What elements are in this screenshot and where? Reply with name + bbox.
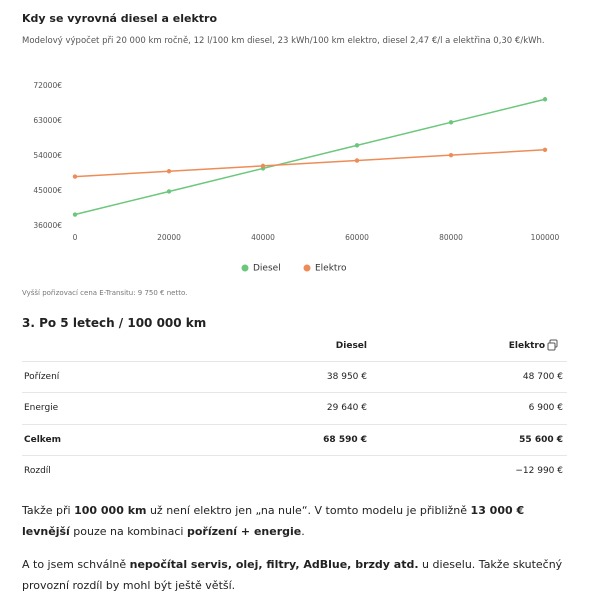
legend-label: Diesel: [253, 264, 281, 274]
x-tick-label: 0: [73, 233, 78, 242]
section-title: 3. Po 5 letech / 100 000 km: [22, 316, 207, 330]
text: u dieselu. Takže skutečný provozní rozdí…: [22, 558, 563, 592]
y-tick-label: 63000€: [33, 116, 62, 125]
text: .: [301, 525, 305, 538]
chart-note: Vyšší pořizovací cena E-Transitu: 9 750 …: [22, 289, 188, 297]
series-line: [74, 98, 546, 216]
text: Takže při: [22, 504, 75, 517]
bold-text: 13 000 € levnější: [22, 504, 525, 538]
data-point: [166, 169, 172, 174]
x-tick-label: 100000: [531, 233, 560, 242]
data-point: [354, 158, 360, 163]
table-cell: 29 640 €: [326, 403, 367, 413]
table-row: Rozdíl −12 990 €: [22, 456, 567, 487]
data-point: [72, 174, 78, 179]
chart-subtitle: Modelový výpočet při 20 000 km ročně, 12…: [22, 36, 545, 46]
data-point: [166, 189, 172, 194]
text-body: Takže při 100 000 km už není elektro jen…: [22, 500, 567, 596]
x-tick-label: 40000: [251, 233, 275, 242]
table-cell: 55 600 €: [519, 434, 563, 445]
x-tick-label: 20000: [157, 233, 181, 242]
data-point: [260, 163, 266, 169]
bold-text: nepočítal servis, olej, filtry, AdBlue, …: [129, 558, 419, 571]
y-tick-label: 45000€: [33, 186, 62, 195]
text: A to jsem schválně: [22, 558, 130, 571]
table-cell: 38 950 €: [326, 371, 367, 382]
chart: 36000€ 45000€ 54000€ 63000€ 72000€ 0 20000 4000…: [33, 81, 560, 274]
bold-text: pořízení + energie: [186, 525, 302, 538]
legend-label: Elektro: [315, 264, 347, 274]
data-point: [448, 152, 454, 158]
data-point: [448, 120, 454, 125]
legend-marker: [241, 264, 249, 272]
table-cell: 68 590 €: [323, 434, 367, 445]
x-tick-label: 80000: [439, 233, 463, 242]
chart-title: Kdy se vyrovná diesel a elektro: [22, 12, 218, 25]
data-point: [542, 97, 548, 102]
bold-text: 100 000 km: [74, 504, 147, 517]
table-cell: Celkem: [24, 434, 62, 445]
text: pouze na kombinaci: [69, 525, 187, 538]
table-cell: Pořízení: [24, 371, 60, 382]
table-cell: −12 990 €: [515, 466, 563, 476]
paragraph: Takže při 100 000 km už není elektro jen…: [22, 500, 567, 542]
copy-button[interactable]: [547, 339, 559, 351]
y-tick-label: 72000€: [33, 81, 62, 90]
y-tick-label: 54000€: [33, 151, 62, 160]
table-row: Energie 29 640 € 6 900 €: [22, 393, 567, 425]
table-row: Pořízení 38 950 € 48 700 €: [22, 361, 567, 393]
y-tick-label: 36000€: [33, 221, 62, 230]
table-header: Diesel Elektro: [22, 330, 567, 362]
legend-marker: [303, 264, 311, 272]
table-cell: 48 700 €: [522, 371, 563, 382]
data-point: [354, 143, 360, 148]
data-point: [72, 212, 78, 217]
table-cell: Energie: [24, 403, 59, 413]
column-header: Elektro: [508, 340, 545, 351]
table-cell: 6 900 €: [528, 403, 563, 413]
data-point: [542, 147, 548, 152]
paragraph: A to jsem schválně nepočítal servis, ole…: [22, 554, 567, 596]
column-header: Diesel: [335, 340, 367, 351]
text: už není elektro jen „na nule“. V tomto m…: [146, 504, 471, 517]
series-line: [74, 149, 546, 178]
table-cell: Rozdíl: [24, 466, 51, 476]
table-row: Celkem 68 590 € 55 600 €: [22, 424, 567, 456]
x-tick-label: 60000: [345, 233, 369, 242]
